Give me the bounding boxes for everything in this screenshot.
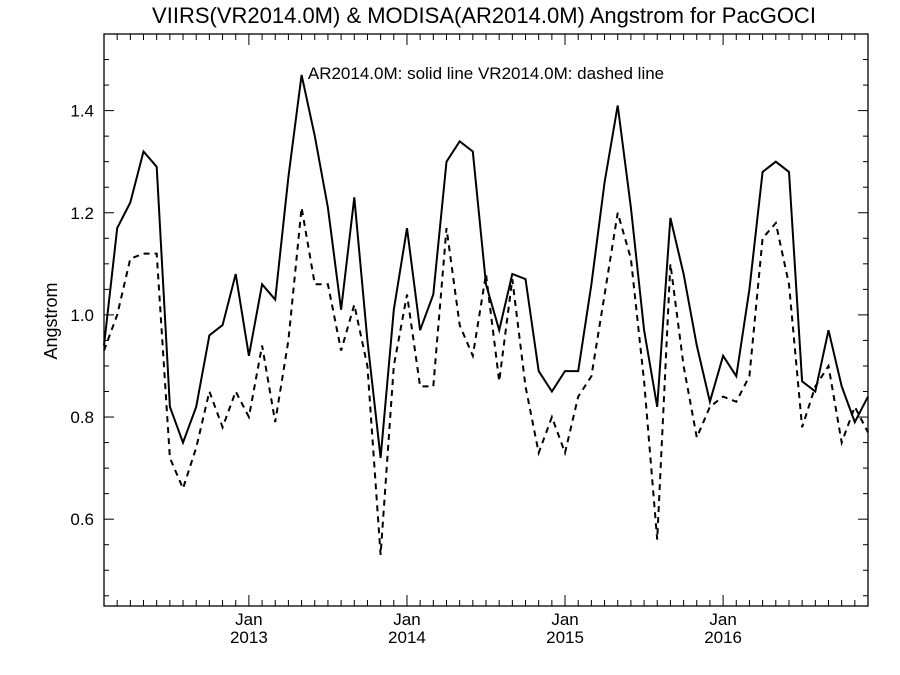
series-line-dashed (103, 207, 869, 555)
y-tick-label: 0.6 (70, 510, 94, 529)
y-tick-label: 1.2 (70, 204, 94, 223)
series-lines (103, 74, 869, 555)
y-tick-label: 0.8 (70, 408, 94, 427)
series-line-solid (103, 74, 869, 459)
x-tick-year-label: 2014 (388, 628, 426, 647)
y-axis-label: Angstrom (41, 282, 61, 359)
x-tick-year-label: 2016 (704, 628, 742, 647)
y-tick-label: 1.0 (70, 306, 94, 325)
x-tick-year-label: 2015 (546, 628, 584, 647)
axes-ticks: 0.60.81.01.21.4Jan2013Jan2014Jan2015Jan2… (70, 33, 869, 647)
plot-frame (103, 33, 869, 607)
x-tick-month-label: Jan (235, 610, 262, 629)
x-tick-month-label: Jan (709, 610, 736, 629)
line-style-legend: AR2014.0M: solid line VR2014.0M: dashed … (308, 64, 664, 83)
y-tick-label: 1.4 (70, 102, 94, 121)
x-tick-year-label: 2013 (230, 628, 268, 647)
x-tick-month-label: Jan (393, 610, 420, 629)
chart-title: VIIRS(VR2014.0M) & MODISA(AR2014.0M) Ang… (152, 3, 816, 28)
x-tick-month-label: Jan (551, 610, 578, 629)
